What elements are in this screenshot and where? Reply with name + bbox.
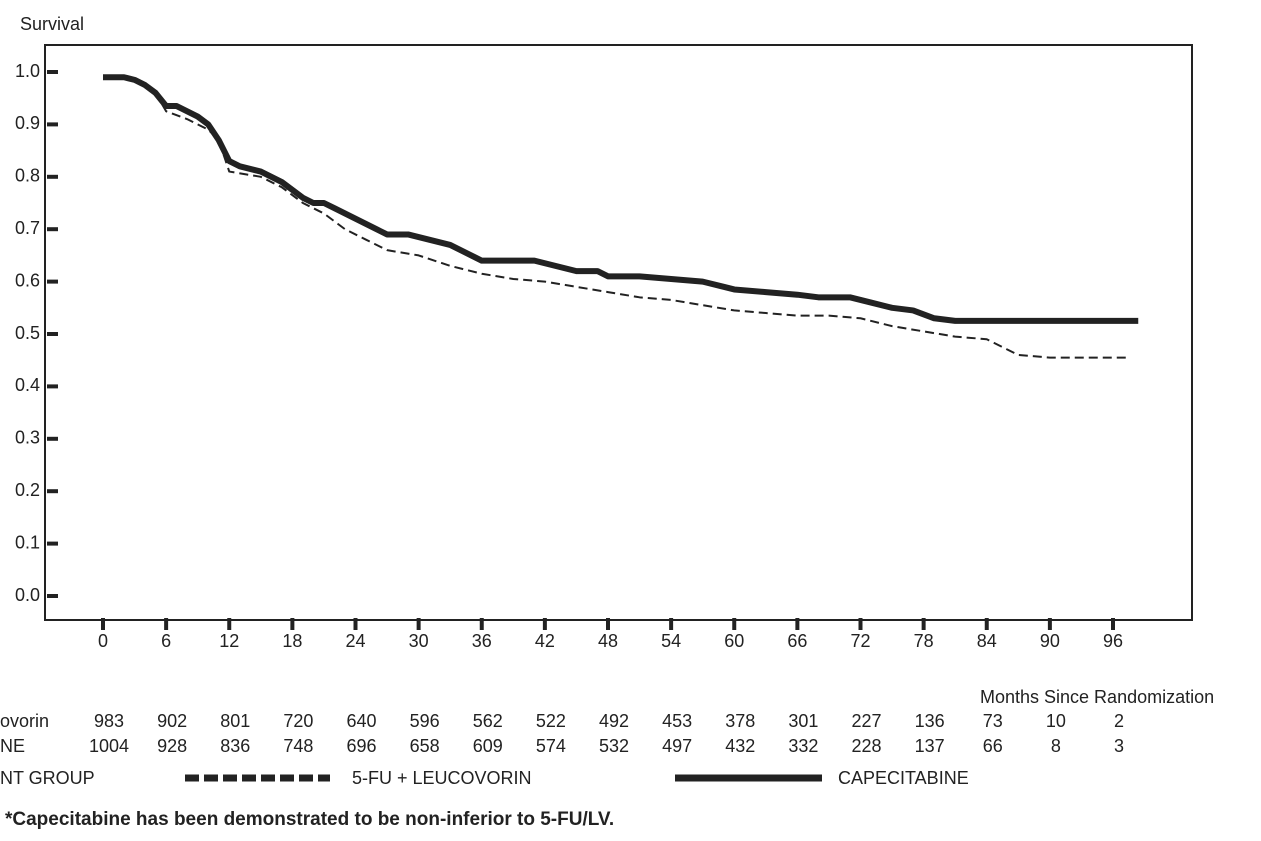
- x-tick-label: 12: [219, 631, 239, 651]
- risk-count: 136: [915, 711, 945, 731]
- y-tick-label: 0.2: [15, 480, 40, 500]
- risk-count: 720: [283, 711, 313, 731]
- risk-count: 8: [1051, 736, 1061, 756]
- x-tick-label: 36: [472, 631, 492, 651]
- x-tick-label: 54: [661, 631, 681, 651]
- legend-label: 5-FU + LEUCOVORIN: [352, 768, 532, 788]
- risk-count: 301: [788, 711, 818, 731]
- risk-count: 10: [1046, 711, 1066, 731]
- risk-count: 378: [725, 711, 755, 731]
- risk-count: 432: [725, 736, 755, 756]
- x-tick-label: 42: [535, 631, 555, 651]
- risk-row-label: NE: [0, 736, 25, 756]
- y-tick-label: 0.5: [15, 323, 40, 343]
- risk-count: 137: [915, 736, 945, 756]
- risk-count: 1004: [89, 736, 129, 756]
- x-tick-label: 0: [98, 631, 108, 651]
- x-axis-title: Months Since Randomization: [980, 687, 1214, 707]
- y-tick-label: 0.1: [15, 532, 40, 552]
- survival-curve: [103, 76, 1129, 359]
- risk-count: 497: [662, 736, 692, 756]
- y-tick-label: 0.3: [15, 428, 40, 448]
- x-tick-label: 72: [850, 631, 870, 651]
- risk-count: 640: [346, 711, 376, 731]
- risk-count: 562: [473, 711, 503, 731]
- y-tick-label: 0.0: [15, 585, 40, 605]
- x-tick-label: 84: [977, 631, 997, 651]
- legend-label: CAPECITABINE: [838, 768, 969, 788]
- risk-count: 532: [599, 736, 629, 756]
- risk-count: 453: [662, 711, 692, 731]
- risk-count: 983: [94, 711, 124, 731]
- y-tick-label: 0.9: [15, 113, 40, 133]
- x-tick-label: 48: [598, 631, 618, 651]
- x-tick-label: 90: [1040, 631, 1060, 651]
- x-tick-label: 96: [1103, 631, 1123, 651]
- risk-count: 227: [851, 711, 881, 731]
- risk-count: 3: [1114, 736, 1124, 756]
- risk-count: 902: [157, 711, 187, 731]
- y-tick-label: 0.4: [15, 375, 40, 395]
- x-tick-label: 60: [724, 631, 744, 651]
- survival-curve: [103, 74, 1139, 324]
- x-tick-label: 78: [914, 631, 934, 651]
- y-tick-label: 0.6: [15, 270, 40, 290]
- y-axis-title: Survival: [20, 14, 84, 34]
- risk-count: 609: [473, 736, 503, 756]
- risk-count: 228: [851, 736, 881, 756]
- risk-count: 73: [983, 711, 1003, 731]
- risk-count: 332: [788, 736, 818, 756]
- x-tick-label: 18: [282, 631, 302, 651]
- y-tick-label: 0.7: [15, 218, 40, 238]
- plot-frame: [44, 44, 1193, 621]
- risk-count: 492: [599, 711, 629, 731]
- risk-count: 658: [410, 736, 440, 756]
- legend-title: NT GROUP: [0, 768, 95, 788]
- risk-count: 574: [536, 736, 566, 756]
- risk-count: 2: [1114, 711, 1124, 731]
- risk-count: 748: [283, 736, 313, 756]
- y-tick-label: 1.0: [15, 61, 40, 81]
- risk-count: 696: [346, 736, 376, 756]
- risk-count: 928: [157, 736, 187, 756]
- x-tick-label: 66: [787, 631, 807, 651]
- risk-count: 836: [220, 736, 250, 756]
- y-tick-label: 0.8: [15, 166, 40, 186]
- x-tick-label: 6: [161, 631, 171, 651]
- x-tick-label: 24: [345, 631, 365, 651]
- footnote: *Capecitabine has been demonstrated to b…: [5, 809, 614, 830]
- x-tick-label: 30: [409, 631, 429, 651]
- risk-row-label: ovorin: [0, 711, 49, 731]
- risk-count: 522: [536, 711, 566, 731]
- risk-count: 66: [983, 736, 1003, 756]
- risk-count: 801: [220, 711, 250, 731]
- risk-count: 596: [410, 711, 440, 731]
